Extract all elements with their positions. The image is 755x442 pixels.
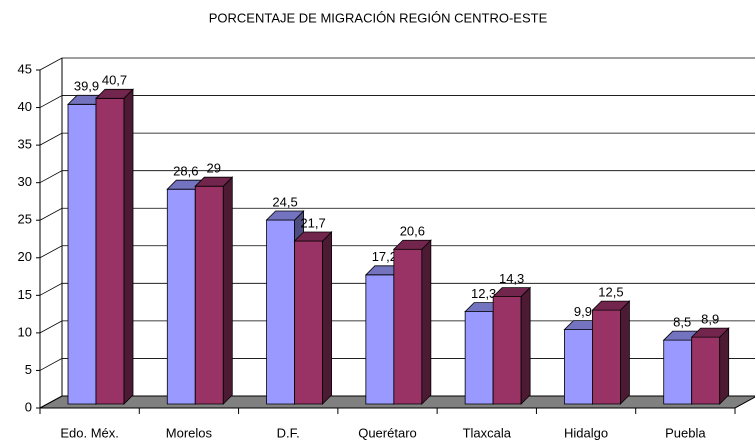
- bar-face: [365, 274, 395, 405]
- y-tick-label: 40: [18, 99, 32, 114]
- bar-face: [67, 103, 97, 405]
- bar-face: [464, 311, 494, 405]
- y-tick-label: 10: [18, 324, 32, 339]
- bar-face: [663, 339, 693, 405]
- bar-face: [691, 336, 721, 405]
- bar-face: [620, 300, 630, 405]
- bar-face: [293, 231, 333, 242]
- bar-face: [592, 309, 621, 405]
- y-tick-label: 0: [25, 399, 32, 414]
- bar-face: [591, 300, 631, 311]
- bar-face: [492, 296, 522, 405]
- x-tick-label: Tlaxcala: [463, 425, 512, 440]
- y-tick-label: 20: [18, 249, 32, 264]
- bar: [194, 176, 234, 405]
- y-tick-label: 30: [18, 174, 32, 189]
- bar-face: [95, 97, 125, 405]
- bar-face: [392, 239, 432, 250]
- bar-face: [266, 219, 295, 405]
- data-label: 39,9: [74, 79, 99, 94]
- bar-face: [719, 327, 730, 405]
- data-label: 17,2: [372, 249, 397, 264]
- bar: [591, 300, 631, 405]
- grid-line: [39, 95, 755, 108]
- x-tick-label: Edo. Méx.: [60, 425, 119, 440]
- grid-line: [39, 57, 755, 71]
- x-tick-label: Morelos: [166, 425, 213, 440]
- bar: [392, 239, 432, 405]
- bar-face: [492, 287, 532, 297]
- y-tick-label: 25: [18, 212, 32, 227]
- bar-face: [520, 286, 531, 405]
- bar-face: [194, 176, 234, 187]
- data-label: 20,6: [400, 224, 425, 239]
- bar-face: [222, 176, 233, 405]
- data-label: 12,5: [598, 285, 623, 300]
- data-label: 12,3: [471, 286, 496, 301]
- grid-line: [39, 132, 755, 146]
- data-label: 29: [207, 161, 221, 176]
- bar-face: [564, 329, 593, 405]
- bar: [293, 231, 333, 405]
- bar-face: [690, 327, 730, 338]
- bar-face: [322, 231, 332, 405]
- y-tick-label: 35: [18, 137, 32, 152]
- data-label: 8,9: [701, 312, 719, 327]
- data-label: 14,3: [499, 271, 524, 286]
- bar: [492, 286, 532, 405]
- x-tick-label: D.F.: [277, 425, 300, 440]
- bar-face: [265, 210, 305, 221]
- bar-face: [393, 248, 423, 405]
- bar: [690, 327, 730, 405]
- x-tick-label: Querétaro: [358, 425, 417, 440]
- bar-face: [294, 240, 323, 405]
- grid-line: [39, 207, 755, 221]
- bar-face: [95, 88, 134, 99]
- bar: [95, 88, 134, 405]
- y-tick-label: 5: [25, 362, 32, 377]
- data-label: 40,7: [102, 73, 127, 88]
- bar-face: [421, 239, 432, 405]
- x-tick-label: Puebla: [665, 425, 706, 440]
- y-tick-label: 15: [18, 287, 32, 302]
- bar-face: [194, 185, 224, 405]
- grid-line: [39, 170, 755, 184]
- data-label: 24,5: [272, 194, 297, 209]
- data-label: 28,6: [173, 164, 198, 179]
- data-label: 8,5: [673, 315, 691, 330]
- data-label: 21,7: [300, 215, 325, 230]
- data-label: 9,9: [574, 304, 592, 319]
- chart-title: PORCENTAJE DE MIGRACIÓN REGIÓN CENTRO-ES…: [209, 10, 548, 25]
- bar-face: [166, 188, 196, 405]
- y-tick-label: 45: [18, 61, 32, 76]
- bar-face: [123, 88, 134, 405]
- x-tick-label: Hidalgo: [564, 425, 608, 440]
